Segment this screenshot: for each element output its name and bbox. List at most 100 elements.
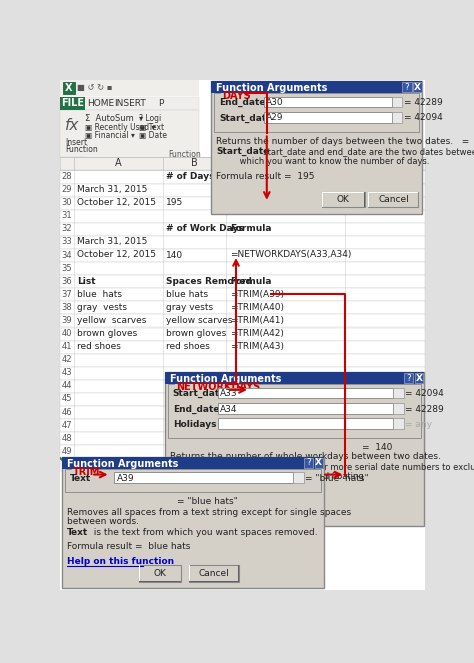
Text: Start_date: Start_date <box>219 113 273 123</box>
Text: A29: A29 <box>266 113 283 123</box>
Text: ▣ Recently Used ▾: ▣ Recently Used ▾ <box>85 123 155 132</box>
Text: 43: 43 <box>61 369 72 377</box>
Bar <box>61 380 425 393</box>
Bar <box>139 565 140 581</box>
Text: brown gloves: brown gloves <box>166 329 226 338</box>
Text: = 42289: = 42289 <box>404 98 443 107</box>
Bar <box>221 93 240 95</box>
Text: 48: 48 <box>61 434 72 443</box>
Bar <box>61 314 425 328</box>
Bar <box>61 458 425 471</box>
Text: = 42094: = 42094 <box>404 113 443 123</box>
Text: 50: 50 <box>61 460 72 469</box>
Text: March 31, 2015: March 31, 2015 <box>77 185 148 194</box>
Text: is an optional set of one or more serial date numbers to exclude from: is an optional set of one or more serial… <box>210 463 474 472</box>
Bar <box>413 82 421 92</box>
Bar <box>304 457 313 467</box>
Text: 30: 30 <box>61 198 72 207</box>
Text: = any: = any <box>405 420 432 429</box>
Text: A34: A34 <box>220 404 237 414</box>
Text: =TRIM(A39): =TRIM(A39) <box>230 290 284 299</box>
Text: Text: Text <box>66 528 88 537</box>
Text: Returns the number of days between the two dates.   =  195: Returns the number of days between the t… <box>216 137 474 146</box>
Text: = 42289: = 42289 <box>405 404 444 414</box>
Bar <box>61 210 425 223</box>
Text: 28: 28 <box>61 172 72 181</box>
Bar <box>415 373 423 383</box>
Bar <box>61 236 425 249</box>
Text: 41: 41 <box>61 342 72 351</box>
Text: 45: 45 <box>61 394 72 404</box>
Bar <box>238 565 239 581</box>
Text: 37: 37 <box>61 290 72 299</box>
Bar <box>61 328 425 341</box>
Text: =  140: = 140 <box>362 443 392 452</box>
Bar <box>61 301 425 314</box>
Bar <box>72 469 91 471</box>
Text: 49: 49 <box>61 447 72 456</box>
Text: ▣ Financial ▾: ▣ Financial ▾ <box>85 131 135 140</box>
Text: Function: Function <box>65 145 98 154</box>
Text: A39: A39 <box>117 474 134 483</box>
Text: = "blue hats": = "blue hats" <box>177 497 238 506</box>
Text: =TRIM(A43): =TRIM(A43) <box>230 342 284 351</box>
Bar <box>393 418 404 429</box>
Text: Insert: Insert <box>65 138 87 147</box>
Bar <box>165 372 424 385</box>
Bar <box>322 192 323 208</box>
Text: 195: 195 <box>166 198 183 207</box>
Bar <box>61 197 425 210</box>
Text: gray vests: gray vests <box>166 303 213 312</box>
Text: =TRIM(A40): =TRIM(A40) <box>230 303 284 312</box>
Bar <box>62 457 324 588</box>
Text: B: B <box>191 158 198 168</box>
Text: Help on this function: Help on this function <box>66 557 173 566</box>
Bar <box>404 373 413 383</box>
Text: blue hats: blue hats <box>166 290 208 299</box>
Bar <box>168 385 421 438</box>
Text: A: A <box>115 158 122 168</box>
Text: fx: fx <box>65 118 80 133</box>
Bar <box>61 97 85 110</box>
Text: brown gloves: brown gloves <box>77 329 137 338</box>
Text: 44: 44 <box>61 381 72 391</box>
Text: ■ ↺ ↻ ▪: ■ ↺ ↻ ▪ <box>77 83 113 91</box>
Text: A30: A30 <box>266 98 283 107</box>
Bar <box>83 112 191 156</box>
Text: End_date: End_date <box>173 404 219 414</box>
Bar <box>63 82 75 94</box>
Bar <box>322 192 365 208</box>
Text: October 12, 2015: October 12, 2015 <box>77 251 156 259</box>
Bar <box>368 207 419 208</box>
Text: 34: 34 <box>61 251 72 259</box>
Bar <box>61 367 425 380</box>
Text: s state and federal holidays and floating: s state and federal holidays and floatin… <box>170 472 364 481</box>
Bar <box>322 207 365 208</box>
Text: March 31, 2015: March 31, 2015 <box>77 237 148 247</box>
Text: Cancel: Cancel <box>199 569 229 577</box>
Text: 46: 46 <box>61 408 72 416</box>
Bar <box>392 97 402 107</box>
Text: Cancel: Cancel <box>378 195 409 204</box>
Text: Formula result =  blue hats: Formula result = blue hats <box>66 542 190 550</box>
Text: X: X <box>65 83 73 93</box>
Bar <box>165 372 424 526</box>
Text: 31: 31 <box>61 211 72 220</box>
Bar <box>264 112 392 123</box>
Text: 35: 35 <box>61 264 72 272</box>
Text: ?: ? <box>405 83 410 91</box>
Text: Function Arguments: Function Arguments <box>66 459 178 469</box>
Bar <box>61 249 425 262</box>
Text: Σ  AutoSum  ▾: Σ AutoSum ▾ <box>85 114 143 123</box>
Text: ▣ Date: ▣ Date <box>139 131 167 140</box>
Bar <box>218 418 393 429</box>
Text: Start_date: Start_date <box>173 389 226 398</box>
Text: NETWORKDAYS: NETWORKDAYS <box>176 382 260 392</box>
Bar <box>61 419 425 432</box>
Text: INSERT: INSERT <box>114 99 146 108</box>
Text: Formula result =  195: Formula result = 195 <box>216 172 314 181</box>
Text: between words.: between words. <box>66 517 138 526</box>
Bar <box>211 81 422 213</box>
Text: P: P <box>158 99 163 108</box>
Text: Holidays: Holidays <box>173 420 216 429</box>
